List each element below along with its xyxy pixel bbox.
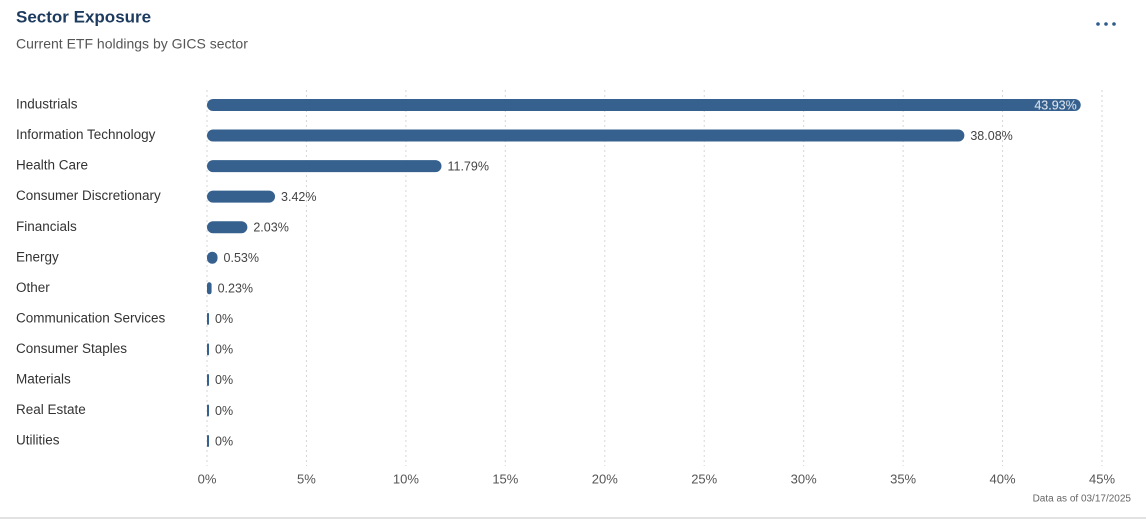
value-label: 38.08% xyxy=(970,129,1012,143)
chart-subtitle: Current ETF holdings by GICS sector xyxy=(16,36,248,52)
x-tick-label: 15% xyxy=(492,471,518,486)
value-label: 11.79% xyxy=(447,159,488,173)
bar xyxy=(207,190,276,203)
bar xyxy=(207,373,209,386)
menu-dot[interactable] xyxy=(1104,22,1108,26)
bar xyxy=(207,343,209,356)
bar xyxy=(207,312,209,325)
value-label: 0.53% xyxy=(224,251,259,265)
bar xyxy=(207,129,965,142)
y-tick-label: Materials xyxy=(16,372,71,387)
x-tick-label: 25% xyxy=(691,471,717,486)
menu-button[interactable] xyxy=(1096,22,1116,26)
y-tick-label: Communication Services xyxy=(16,310,166,325)
bar xyxy=(207,160,442,173)
bar xyxy=(207,251,218,264)
x-tick-label: 5% xyxy=(297,471,316,486)
value-label: 43.93% xyxy=(1034,98,1076,112)
value-label: 0% xyxy=(215,312,233,326)
chart-title: Sector Exposure xyxy=(16,7,151,26)
x-tick-label: 0% xyxy=(198,471,217,486)
menu-dot[interactable] xyxy=(1096,22,1100,26)
y-tick-label: Industrials xyxy=(16,97,78,112)
y-tick-label: Other xyxy=(16,280,50,295)
menu-dot[interactable] xyxy=(1112,22,1116,26)
y-tick-label: Information Technology xyxy=(16,127,156,142)
value-label: 0% xyxy=(215,373,233,387)
bar xyxy=(207,99,1081,111)
x-tick-label: 35% xyxy=(890,471,916,486)
footnote: Data as of 03/17/2025 xyxy=(1033,494,1132,505)
y-tick-label: Utilities xyxy=(16,433,60,448)
y-tick-label: Consumer Staples xyxy=(16,341,127,356)
value-label: 0.23% xyxy=(218,282,253,296)
x-tick-label: 20% xyxy=(592,471,618,486)
y-tick-label: Health Care xyxy=(16,158,88,173)
y-tick-label: Energy xyxy=(16,249,59,264)
x-tick-label: 30% xyxy=(791,471,817,486)
x-tick-label: 40% xyxy=(990,471,1016,486)
y-tick-label: Financials xyxy=(16,219,77,234)
y-tick-label: Consumer Discretionary xyxy=(16,188,161,203)
x-tick-label: 10% xyxy=(393,471,419,486)
x-tick-label: 45% xyxy=(1089,471,1115,486)
bar xyxy=(207,404,209,417)
bar xyxy=(207,435,209,448)
value-label: 0% xyxy=(215,434,233,448)
value-label: 3.42% xyxy=(281,190,316,204)
value-label: 0% xyxy=(215,404,233,418)
value-label: 2.03% xyxy=(253,220,288,234)
value-label: 0% xyxy=(215,343,233,357)
y-tick-label: Real Estate xyxy=(16,402,86,417)
bar xyxy=(207,221,248,234)
bar xyxy=(207,282,212,295)
